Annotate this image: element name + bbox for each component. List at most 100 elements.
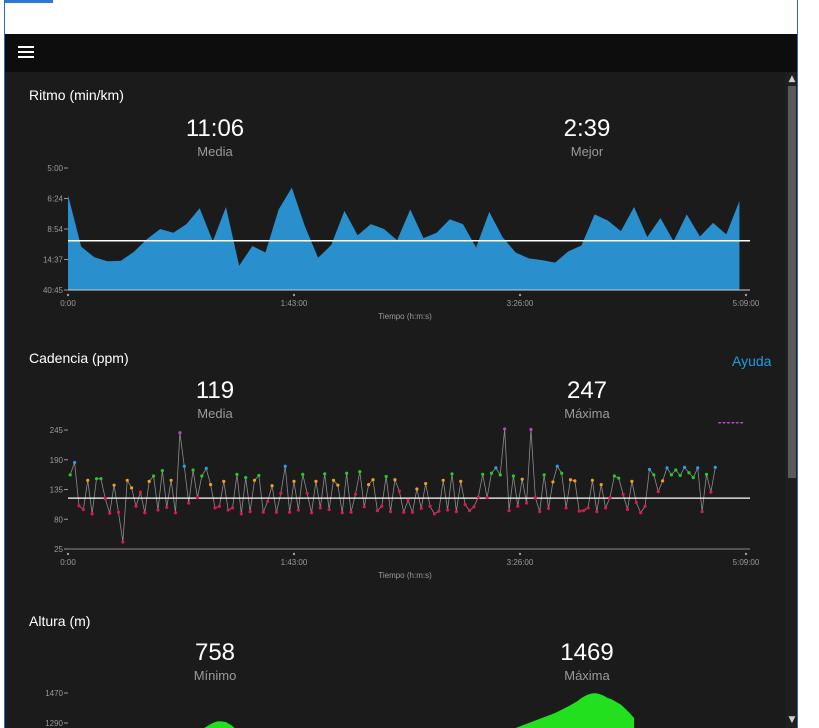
cadence-point bbox=[182, 464, 186, 468]
cadence-point bbox=[130, 486, 134, 490]
cadence-point bbox=[424, 481, 428, 486]
x-tick-mark bbox=[744, 552, 748, 556]
cadence-point bbox=[156, 508, 160, 512]
x-tick-label: 5:09:00 bbox=[733, 299, 760, 308]
cadence-point bbox=[209, 483, 213, 487]
x-tick-label: 0:00 bbox=[60, 558, 76, 567]
cadence-point bbox=[674, 468, 678, 472]
cadence-max-stat: 247 Máxima bbox=[507, 377, 667, 422]
cadence-point bbox=[116, 510, 121, 514]
pace-chart: 5:00 6:24 8:54 14:37 40:45 0:00 1:43:00 3:26:00… bbox=[43, 164, 760, 321]
cadence-point bbox=[353, 492, 358, 496]
cadence-point bbox=[283, 464, 287, 468]
cadence-point bbox=[740, 422, 744, 424]
cadence-point bbox=[173, 511, 178, 515]
cadence-point bbox=[410, 510, 415, 514]
cadence-point bbox=[68, 473, 72, 477]
x-tick-label: 1:43:00 bbox=[281, 299, 308, 308]
cadence-point bbox=[595, 510, 599, 514]
cadence-point bbox=[151, 474, 156, 478]
scroll-thumb[interactable] bbox=[788, 86, 796, 478]
altitude-min-label: Mínimo bbox=[193, 668, 237, 683]
cadence-point bbox=[331, 478, 336, 482]
pace-section: Ritmo (min/km) 11:06 Media 2:39 Mejor 5:… bbox=[5, 72, 785, 334]
hamburger-icon[interactable] bbox=[18, 46, 34, 58]
cadence-point bbox=[257, 473, 261, 478]
cadence-point bbox=[252, 478, 257, 482]
cadence-point bbox=[415, 487, 419, 491]
cadence-point bbox=[108, 511, 112, 515]
cadence-point bbox=[138, 490, 143, 494]
help-link[interactable]: Ayuda bbox=[732, 353, 772, 369]
cadence-point bbox=[652, 473, 656, 477]
pace-average-stat: 11:06 Media bbox=[135, 115, 295, 160]
cadence-point bbox=[516, 504, 520, 508]
scroll-down-icon[interactable]: ▼ bbox=[788, 715, 796, 725]
cadence-point bbox=[647, 467, 652, 472]
cadence-section: Cadencia (ppm) Ayuda 119 Media 247 Máxim… bbox=[5, 334, 785, 599]
cadence-point bbox=[323, 472, 327, 476]
x-tick-mark bbox=[744, 293, 748, 297]
cadence-point bbox=[147, 479, 151, 483]
cadence-point bbox=[428, 504, 432, 508]
cadence-point bbox=[533, 496, 537, 500]
x-tick-label: 0:00 bbox=[60, 299, 76, 308]
cadence-point bbox=[682, 465, 687, 469]
cadence-average-stat: 119 Media bbox=[135, 377, 295, 422]
cadence-point bbox=[612, 474, 616, 478]
pace-area bbox=[68, 187, 740, 290]
cadence-point bbox=[511, 474, 516, 478]
cadence-average-label: Media bbox=[197, 406, 233, 421]
cadence-point bbox=[279, 491, 283, 495]
cadence-point bbox=[248, 510, 252, 514]
altitude-area bbox=[204, 721, 235, 728]
cadence-point bbox=[713, 465, 717, 469]
cadence-point bbox=[261, 510, 265, 514]
cadence-point bbox=[94, 477, 99, 481]
cadence-point bbox=[72, 460, 77, 465]
cadence-point bbox=[634, 500, 638, 505]
cadence-point bbox=[432, 512, 437, 516]
altitude-max-label: Máxima bbox=[564, 668, 610, 683]
cadence-point bbox=[213, 506, 217, 510]
cadence-point bbox=[112, 483, 116, 487]
cadence-point bbox=[99, 477, 103, 481]
cadence-point bbox=[639, 511, 643, 515]
cadence-point bbox=[546, 506, 551, 511]
cadence-point bbox=[230, 506, 235, 510]
cadence-point bbox=[568, 478, 573, 482]
app-bar bbox=[5, 34, 797, 72]
scrollbar[interactable]: ▲ ▼ bbox=[785, 72, 797, 728]
x-tick-mark bbox=[292, 552, 296, 556]
cadence-point bbox=[393, 478, 397, 482]
cadence-point bbox=[551, 480, 555, 484]
x-tick-label: 3:26:00 bbox=[507, 558, 534, 567]
cadence-point bbox=[419, 506, 423, 511]
cadence-point bbox=[459, 479, 463, 483]
cadence-point bbox=[235, 472, 239, 476]
altitude-max-stat: 1469 Máxima bbox=[507, 639, 667, 684]
cadence-point bbox=[538, 510, 542, 514]
cadence-point bbox=[217, 504, 221, 508]
cadence-point bbox=[90, 512, 94, 516]
cadence-point bbox=[454, 510, 458, 514]
cadence-point bbox=[309, 511, 314, 515]
cadence-point bbox=[503, 427, 507, 431]
cadence-point bbox=[222, 479, 226, 483]
cadence-point bbox=[485, 496, 489, 500]
cadence-point bbox=[437, 509, 441, 513]
y-tick-label: 135 bbox=[50, 486, 64, 495]
cadence-line bbox=[69, 428, 716, 543]
cadence-point bbox=[450, 472, 454, 476]
cadence-point bbox=[103, 497, 107, 501]
cadence-point bbox=[643, 504, 647, 508]
cadence-point bbox=[656, 490, 660, 494]
cadence-point bbox=[226, 508, 230, 512]
cadence-point bbox=[134, 504, 138, 508]
cadence-point bbox=[542, 473, 546, 477]
y-tick-label: 25 bbox=[54, 545, 63, 554]
scroll-up-icon[interactable]: ▲ bbox=[788, 74, 796, 84]
y-tick-label: 14:37 bbox=[43, 256, 64, 265]
y-tick-label: 1470 bbox=[45, 689, 63, 698]
cadence-point bbox=[599, 483, 603, 487]
